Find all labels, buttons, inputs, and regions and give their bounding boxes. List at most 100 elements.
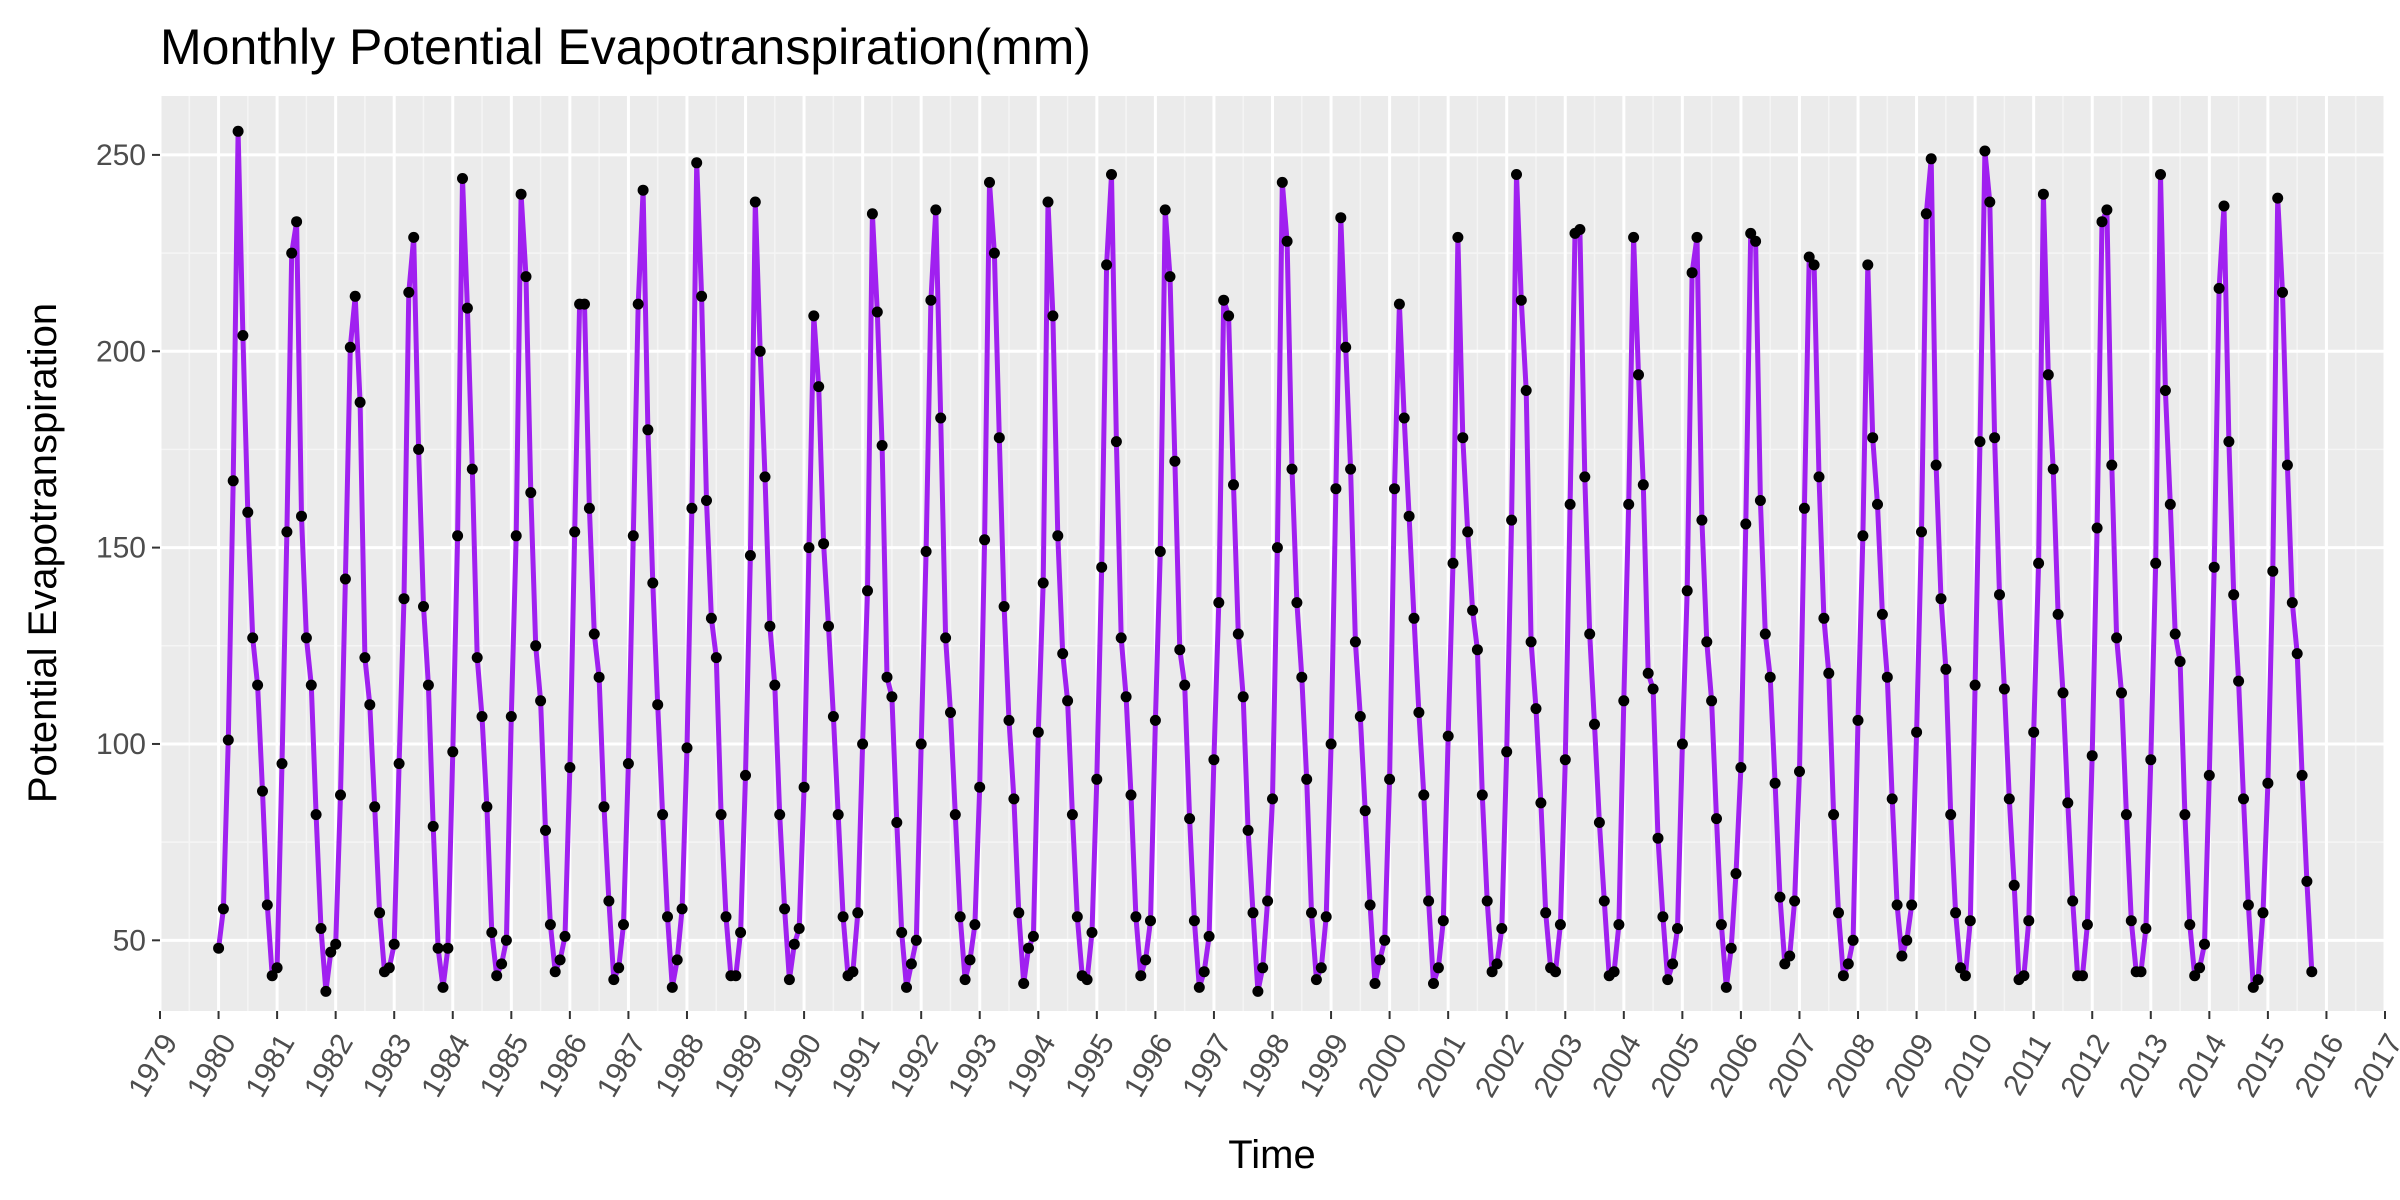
data-point [437,981,449,993]
data-point [1432,962,1444,974]
data-point [588,628,600,640]
data-point [774,809,786,821]
data-point [2018,970,2030,982]
data-point [1115,632,1127,644]
data-point [418,601,429,612]
data-point [1959,970,1971,982]
data-point [896,927,908,938]
data-point [671,954,683,966]
data-point [1398,412,1410,424]
data-point [2057,687,2069,699]
data-point [686,502,698,514]
data-point [964,954,976,966]
data-point [1930,459,1942,471]
data-point [1550,966,1561,978]
data-point [1003,714,1015,726]
data-point [1647,683,1659,695]
data-point [1291,597,1303,609]
data-point [320,985,332,997]
data-point [1554,919,1566,931]
data-point [2033,557,2045,569]
data-point [496,958,508,970]
data-point [554,954,566,966]
data-point [1584,628,1596,640]
data-point [1013,907,1025,919]
data-point [1540,907,1552,919]
data-point [1711,813,1722,825]
x-tick-label: 1986 [532,1029,594,1103]
data-point [2267,565,2279,577]
data-point [1881,671,1893,683]
data-point [1764,671,1776,683]
data-point [1847,934,1859,946]
data-point [237,330,249,341]
data-point [827,711,839,722]
data-point [1247,907,1259,919]
data-point [583,502,595,514]
data-point [281,526,293,538]
data-point [2145,754,2157,766]
data-point [1027,930,1039,942]
data-point [232,125,244,137]
x-tick-label: 2002 [1469,1029,1531,1103]
data-point [1125,789,1137,801]
data-point [1608,966,1620,978]
data-point [1613,919,1625,931]
data-point [2199,938,2210,950]
data-point [857,738,869,750]
data-point [769,679,781,691]
data-point [1657,911,1669,923]
data-point [432,942,444,954]
data-point [1154,546,1166,557]
data-point [1823,667,1835,679]
data-point [2301,875,2313,887]
data-point [1637,479,1649,491]
data-point [1623,498,1635,510]
data-point [1447,557,1459,569]
data-point [291,216,303,228]
data-point [2238,793,2249,805]
data-point [2135,966,2147,978]
major-gridlines [158,96,2387,1011]
data-point [1779,958,1791,970]
data-point [1091,773,1103,785]
x-tick-label: 1988 [649,1029,711,1103]
data-point [657,809,669,821]
data-point [540,824,551,836]
data-point [2281,459,2293,471]
data-point [242,506,254,518]
data-point [1267,793,1278,805]
data-point [2155,169,2166,180]
data-point [222,734,234,746]
data-point [1891,899,1903,911]
data-point [637,184,649,196]
data-point [339,573,351,585]
data-point [1345,463,1357,475]
data-point [2077,970,2088,982]
x-tick-label: 1980 [181,1029,243,1103]
data-point [1667,958,1679,970]
data-point [2189,970,2201,982]
data-point [481,801,493,813]
data-point [1471,644,1483,656]
data-point [559,930,571,942]
data-point [1140,954,1152,966]
data-point [1911,726,1923,738]
data-point [461,302,473,314]
x-tick-label: 2016 [2289,1029,2351,1103]
data-point [691,157,703,169]
data-point [1130,911,1142,923]
data-point [310,809,322,821]
data-point [1725,942,1737,954]
data-point [1789,895,1801,907]
data-point [1842,958,1854,970]
data-point [920,546,932,557]
data-point [1964,915,1976,927]
data-point [793,923,805,934]
data-point [422,679,434,691]
x-tick-label: 1994 [1001,1029,1063,1103]
data-point [915,738,927,750]
data-point [598,801,610,813]
data-point [735,927,747,938]
data-point [710,652,722,664]
